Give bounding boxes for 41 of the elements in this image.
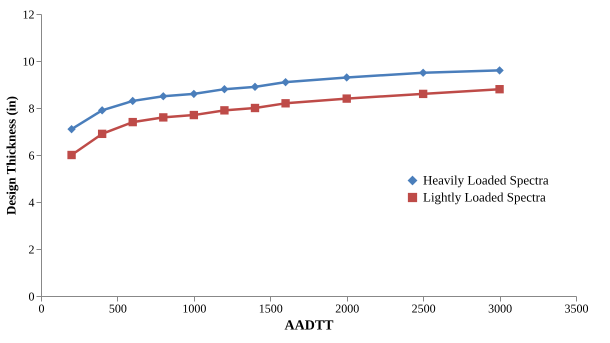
point (98, 106, 106, 115)
y-tick-label: 10 (22, 54, 34, 68)
x-tick-label: 1500 (258, 302, 283, 316)
point (159, 113, 168, 122)
point (281, 78, 290, 86)
point (495, 85, 504, 94)
x-axis-title: AADTT (284, 318, 334, 334)
point (495, 66, 504, 75)
point (128, 118, 137, 126)
y-axis-title: Design Thickness (in) (4, 96, 18, 215)
y-tick-label: 2 (28, 242, 34, 256)
y-tick-label: 6 (28, 148, 34, 162)
point (418, 90, 428, 98)
point (159, 92, 168, 100)
x-tick-label: 2000 (335, 302, 360, 316)
legend-label: Lightly Loaded Spectra (423, 190, 546, 204)
point (250, 104, 260, 112)
y-tick-label: 4 (28, 196, 34, 210)
x-tick-label: 3500 (564, 302, 588, 316)
point (342, 94, 351, 103)
point (281, 99, 290, 108)
x-tick-label: 0 (38, 302, 44, 316)
x-tick-label: 3000 (488, 302, 512, 316)
point (418, 68, 428, 77)
y-tick-label: 0 (28, 290, 34, 304)
point (250, 82, 260, 92)
y-tick-label: 8 (28, 102, 34, 116)
point (128, 96, 137, 106)
point (67, 150, 76, 160)
point (98, 130, 106, 138)
point (190, 90, 198, 98)
point (342, 73, 351, 82)
y-tick-label: 12 (22, 8, 34, 22)
legend-label: Heavily Loaded Spectra (423, 172, 549, 188)
point (220, 85, 229, 94)
point (67, 124, 76, 134)
point (220, 106, 229, 115)
x-tick-label: 1000 (182, 302, 206, 316)
x-tick-label: 500 (108, 302, 127, 316)
x-tick-label: 2500 (412, 302, 436, 316)
point (190, 110, 198, 120)
